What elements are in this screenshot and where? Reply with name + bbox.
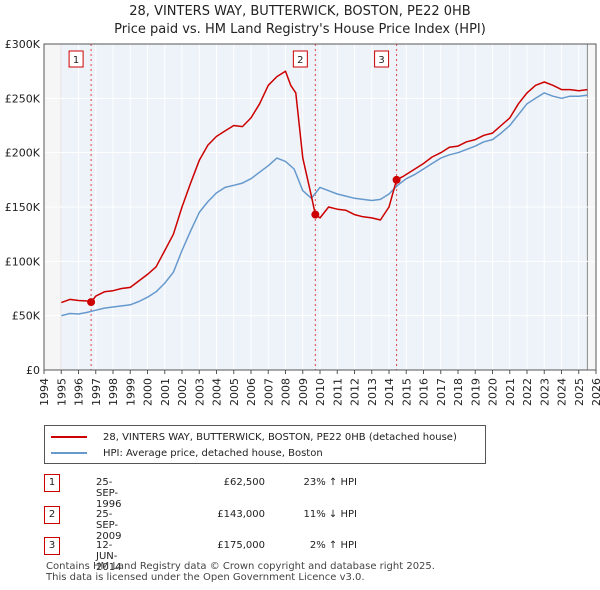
x-tick-label: 2018 [452,378,465,406]
y-tick-label: £200K [5,147,41,160]
transaction-price: £175,000 [217,540,265,551]
x-tick-label: 2024 [556,378,569,406]
x-tick-label: 2021 [504,378,517,406]
transaction-marker-label: 3 [378,55,384,66]
x-tick-label: 1999 [124,378,137,406]
legend-swatch-hpi [51,452,87,454]
x-tick-label: 1995 [55,378,68,406]
x-tick-label: 2000 [142,378,155,406]
legend-label-hpi: HPI: Average price, detached house, Bost… [103,447,323,459]
x-tick-label: 2002 [176,378,189,406]
x-tick-label: 2008 [280,378,293,406]
transaction-marker-box [292,50,308,68]
x-tick-label: 2011 [331,378,344,406]
x-tick-label: 2013 [366,378,379,406]
x-tick-label: 2003 [193,378,206,406]
x-tick-label: 1994 [38,378,51,406]
footer-licence: This data is licensed under the Open Gov… [46,572,365,583]
x-tick-label: 2010 [314,378,327,406]
transaction-marker-label: 2 [297,55,303,66]
legend-item-property: 28, VINTERS WAY, BUTTERWICK, BOSTON, PE2… [51,429,457,445]
series-line [61,92,588,317]
x-tick-label: 2006 [245,378,258,406]
x-tick-label: 1998 [107,378,120,406]
transaction-marker-label: 1 [73,55,79,66]
transaction-point [311,210,320,219]
y-tick-label: £0 [26,364,40,377]
transaction-hpi-delta: 2% ↑ HPI [309,540,357,551]
price-chart: £0 £50K £100K £150K £200K £250K £300K 1994 1995 1… [5,38,600,406]
x-tick-label: 1997 [90,378,103,406]
chart-subtitle: Price paid vs. HM Land Registry's House … [114,22,486,37]
x-tick-label: 2015 [400,378,413,406]
x-tick-label: 2009 [297,378,310,406]
x-tick-label: 2012 [349,378,362,406]
chart-title: 28, VINTERS WAY, BUTTERWICK, BOSTON, PE2… [129,4,471,19]
transaction-point [87,298,96,307]
transaction-point [392,175,401,184]
x-tick-label: 2001 [159,378,172,406]
legend-swatch-property [51,436,87,438]
transaction-hpi-delta: 11% ↓ HPI [303,509,357,520]
x-tick-label: 2023 [538,378,551,406]
x-tick-label: 2017 [435,378,448,406]
x-tick-label: 2020 [487,378,500,406]
x-tick-label: 2016 [418,378,431,406]
transaction-date: 25-SEP-1996 [96,477,122,510]
legend-label-property: 28, VINTERS WAY, BUTTERWICK, BOSTON, PE2… [103,431,457,443]
footer-copyright: Contains HM Land Registry data © Crown c… [46,561,435,572]
x-tick-label: 2005 [228,378,241,406]
y-tick-label: £100K [5,255,41,268]
plot-border [43,43,597,371]
transaction-badge: 1 [44,474,60,492]
transaction-price: £143,000 [217,509,265,520]
x-tick-label: 2019 [469,378,482,406]
legend: 28, VINTERS WAY, BUTTERWICK, BOSTON, PE2… [44,425,486,464]
transaction-date: 25-SEP-2009 [96,509,122,542]
transaction-marker-box [68,50,84,68]
transaction-badge: 2 [44,506,60,524]
y-tick-label: £300K [5,38,41,51]
x-tick-label: 2007 [262,378,275,406]
legend-item-hpi: HPI: Average price, detached house, Bost… [51,445,323,461]
y-tick-label: £250K [5,92,41,105]
x-tick-label: 2004 [211,378,224,406]
x-tick-label: 2026 [590,378,600,406]
x-tick-label: 2022 [521,378,534,406]
x-tick-label: 2025 [573,378,586,406]
transaction-price: £62,500 [223,477,265,488]
y-tick-label: £50K [12,310,41,323]
x-tick-label: 1996 [73,378,86,406]
transaction-badge: 3 [44,537,60,555]
transaction-marker-box [374,50,390,68]
y-tick-label: £150K [5,201,41,214]
x-tick-label: 2014 [383,378,396,406]
transaction-hpi-delta: 23% ↑ HPI [303,477,357,488]
transaction-date: 12-JUN-2014 [96,540,122,573]
